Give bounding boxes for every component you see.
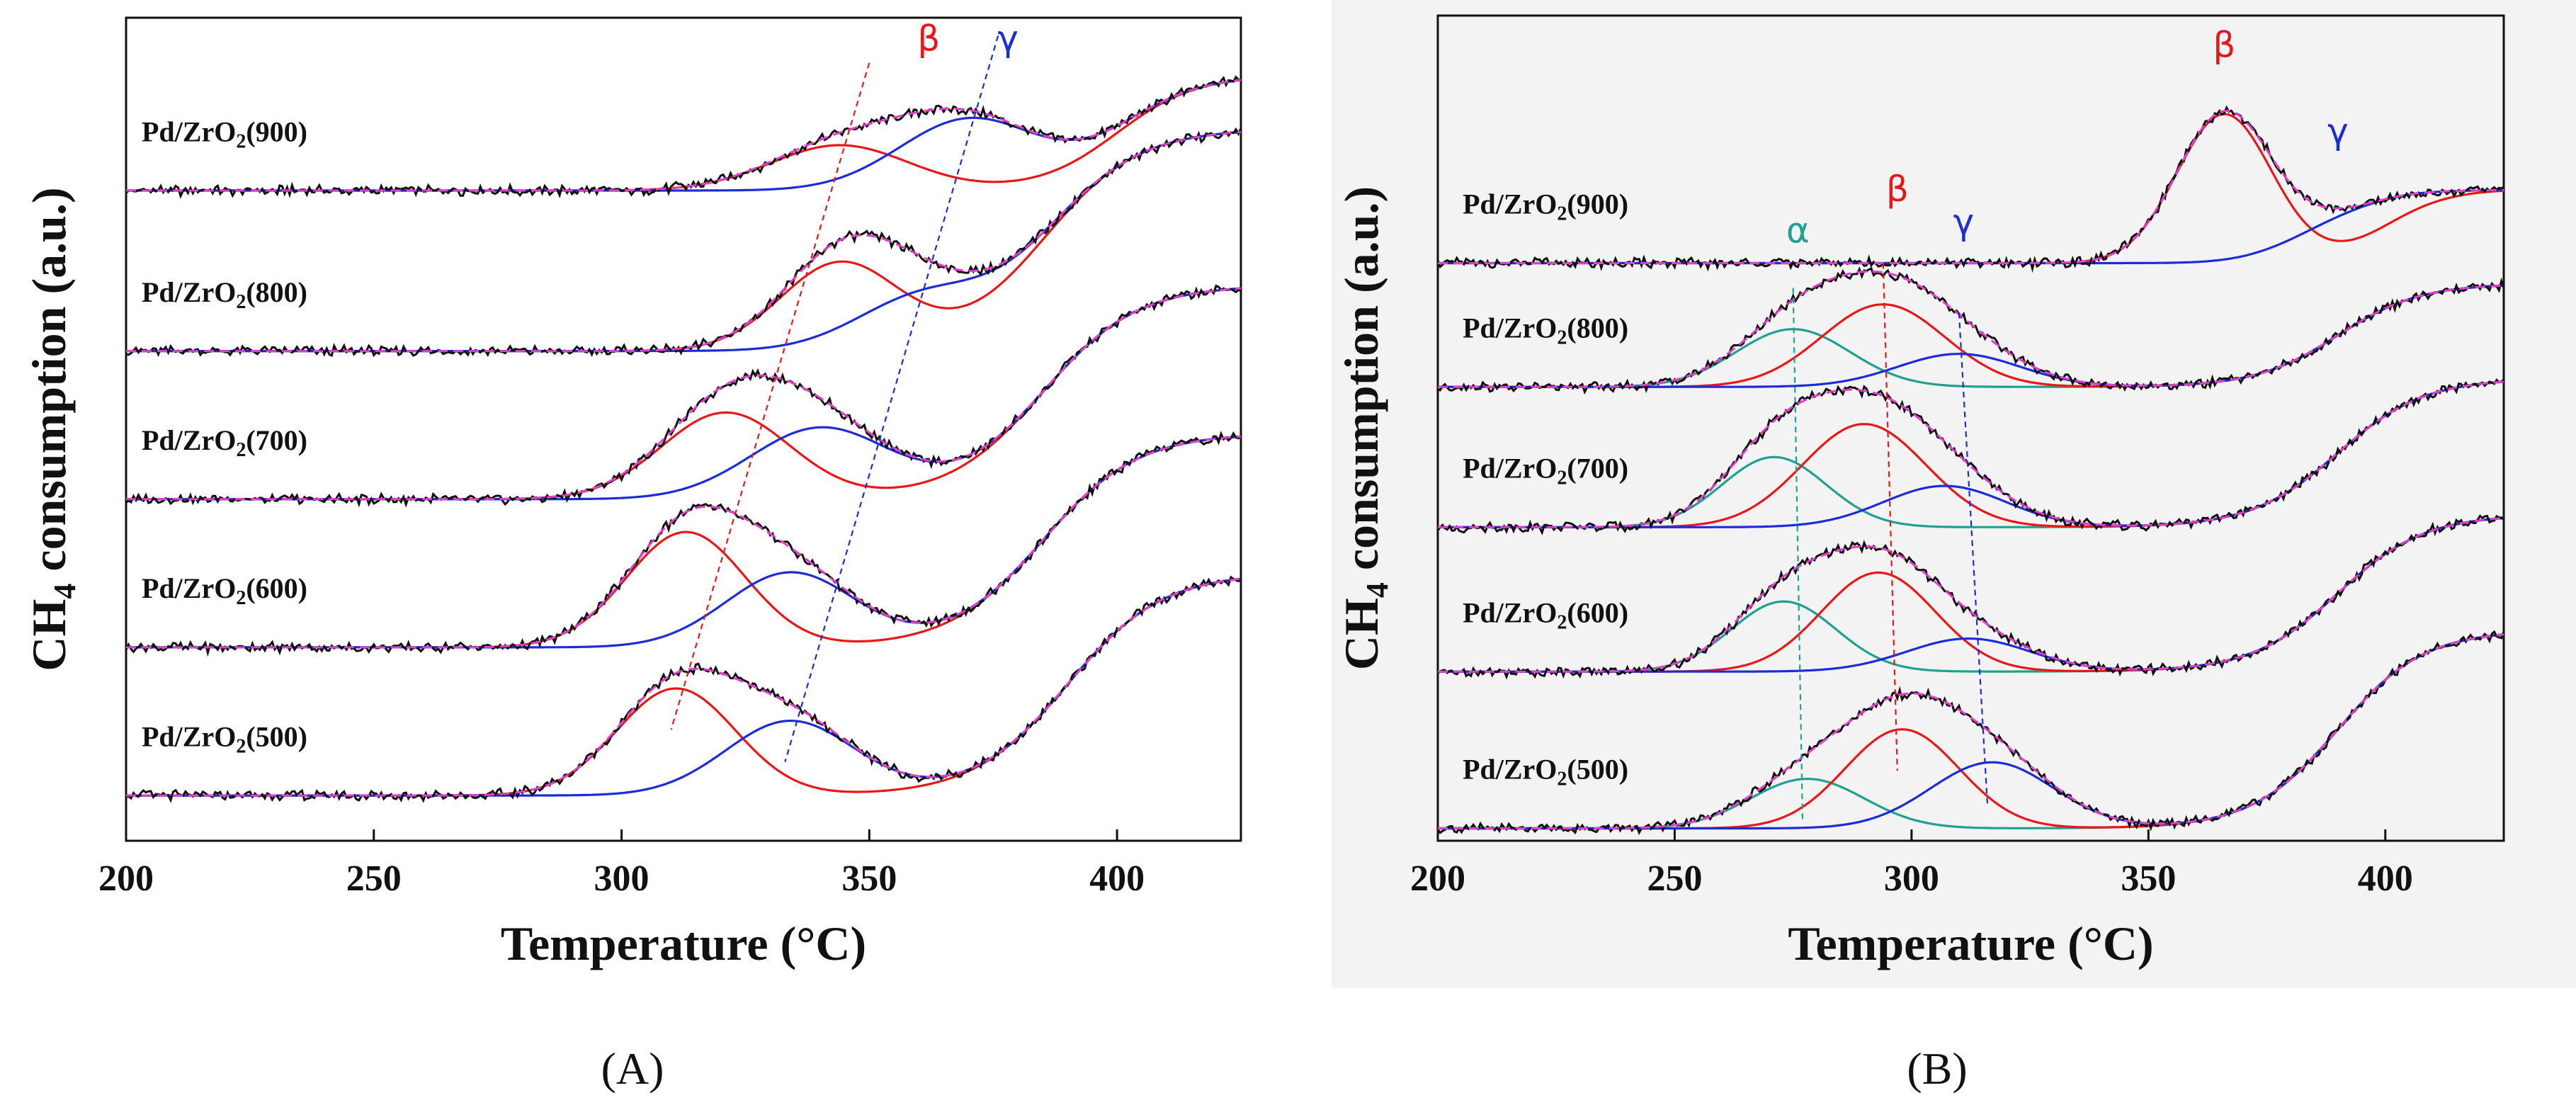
panel-label: (A) <box>601 1043 664 1094</box>
x-tick-label: 300 <box>1884 858 1939 899</box>
fit-envelope-curve <box>1438 109 2504 264</box>
beta-peak-label: β <box>917 18 940 59</box>
gamma-component-curve <box>126 435 1242 649</box>
beta-component-curve <box>126 435 1242 649</box>
alpha-peak-label: α <box>1786 210 1810 251</box>
beta-component-curve <box>126 287 1242 501</box>
series-pd-zro2-800-: Pd/ZrO2(800) <box>125 127 1242 358</box>
fit-envelope-curve <box>126 577 1242 797</box>
beta-peak-label: β <box>1886 169 1909 210</box>
gamma-peak-label: γ <box>997 18 1019 59</box>
x-tick-label: 400 <box>1089 858 1145 899</box>
sample-label: Pd/ZrO2(900) <box>142 115 307 152</box>
fit-envelope-curve <box>126 131 1242 353</box>
experimental-curve <box>125 284 1242 508</box>
x-axis-title: Temperature (°C) <box>1788 917 2153 970</box>
experimental-curve <box>125 75 1241 199</box>
x-tick-label: 250 <box>1647 858 1702 899</box>
x-tick-label: 350 <box>841 858 897 899</box>
sample-label: Pd/ZrO2(600) <box>142 572 307 609</box>
series-pd-zro2-700-: Pd/ZrO2(700) <box>1436 378 2505 535</box>
fit-envelope-curve <box>1438 270 2504 388</box>
experimental-curve <box>125 431 1242 657</box>
sample-label: Pd/ZrO2(600) <box>1463 596 1628 633</box>
beta-component-curve <box>126 130 1242 353</box>
plot-frame <box>125 16 1242 842</box>
series-pd-zro2-700-: Pd/ZrO2(700) <box>125 284 1242 508</box>
panel-a: 200 250 300 350 400 Temperature (°C) CH4 consu… <box>22 16 1242 1094</box>
sample-label: Pd/ZrO2(700) <box>142 424 307 461</box>
x-tick-label: 200 <box>1410 858 1465 899</box>
gamma-trend-line <box>784 35 999 763</box>
gamma-component-curve <box>126 577 1242 797</box>
sample-label: Pd/ZrO2(500) <box>142 720 307 757</box>
x-tick-label: 400 <box>2358 858 2413 899</box>
panel-background <box>1332 0 2576 988</box>
fit-envelope-curve <box>126 287 1242 501</box>
experimental-curve <box>1436 105 2504 273</box>
x-tick-label: 200 <box>98 858 154 899</box>
experimental-curve <box>1436 378 2505 535</box>
panel-label: (B) <box>1907 1043 1967 1094</box>
panel-b: 200 250 300 350 400 Temperature (°C) CH4 consu… <box>1332 0 2576 1094</box>
x-tick-label: 300 <box>594 858 649 899</box>
gamma-trend-line <box>1958 312 1988 804</box>
beta-component-curve <box>126 577 1242 797</box>
sample-label: Pd/ZrO2(800) <box>1463 312 1628 348</box>
sample-label: Pd/ZrO2(800) <box>142 276 307 313</box>
y-axis-title: CH4 consumption (a.u.) <box>22 187 82 671</box>
fit-envelope-curve <box>1438 516 2504 673</box>
x-axis-title: Temperature (°C) <box>501 917 866 970</box>
x-tick-label: 250 <box>346 858 402 899</box>
sample-label: Pd/ZrO2(700) <box>1463 452 1628 489</box>
gamma-component-curve <box>126 287 1242 501</box>
beta-trend-line <box>670 62 870 730</box>
series-pd-zro2-600-: Pd/ZrO2(600) <box>125 431 1242 657</box>
fit-envelope-curve <box>126 435 1242 649</box>
x-tick-label: 350 <box>2121 858 2176 899</box>
beta-peak-label: β <box>2213 24 2235 65</box>
gamma-peak-label: γ <box>2327 111 2349 152</box>
series-pd-zro2-500-: Pd/ZrO2(500) <box>125 575 1242 803</box>
gamma-component-curve <box>126 130 1242 353</box>
fit-envelope-curve <box>1438 633 2504 829</box>
experimental-curve <box>125 127 1242 358</box>
beta-trend-line <box>1882 263 1898 771</box>
gamma-peak-label: γ <box>1953 202 1975 243</box>
series-pd-zro2-900-: Pd/ZrO2(900) <box>1436 105 2504 273</box>
series-pd-zro2-600-: Pd/ZrO2(600) <box>1437 514 2505 680</box>
series-pd-zro2-800-: Pd/ZrO2(800) <box>1437 266 2505 395</box>
plot-frame <box>1436 14 2505 842</box>
series-pd-zro2-500-: Pd/ZrO2(500) <box>1436 630 2505 836</box>
fit-envelope-curve <box>1438 380 2504 528</box>
sample-label: Pd/ZrO2(900) <box>1463 188 1628 225</box>
series-pd-zro2-900-: Pd/ZrO2(900) <box>125 75 1242 199</box>
y-axis-title: CH4 consumption (a.u.) <box>1334 186 1395 670</box>
sample-label: Pd/ZrO2(500) <box>1463 754 1628 790</box>
experimental-curve <box>125 575 1242 803</box>
